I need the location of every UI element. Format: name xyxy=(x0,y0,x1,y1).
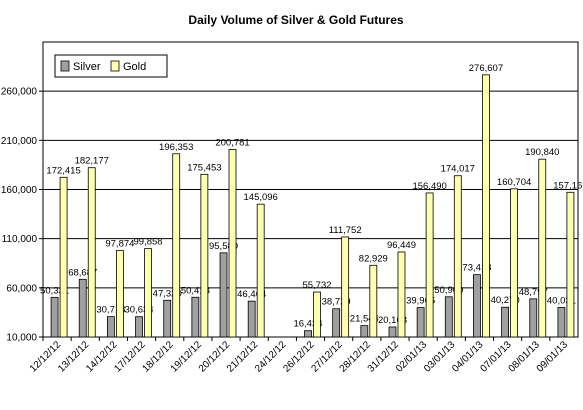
plot-area: 10,000 60,000 110,000 160,000 210,000 260,000… xyxy=(1,41,583,375)
y-tick-label: 60,000 xyxy=(6,283,37,294)
data-label-silver: 48,797 xyxy=(519,287,548,298)
bar-silver xyxy=(332,308,341,338)
data-label-gold: 175,453 xyxy=(187,162,221,173)
data-label-gold: 160,704 xyxy=(497,177,531,188)
y-tick-label: 110,000 xyxy=(2,234,38,245)
legend-swatch-gold xyxy=(110,60,120,72)
bar-gold xyxy=(256,203,265,338)
bar-silver xyxy=(135,316,143,338)
data-label-gold: 174,017 xyxy=(441,164,475,175)
data-label-silver: 50,418 xyxy=(181,285,210,296)
y-tick-label: 210,000 xyxy=(1,136,38,147)
data-label-gold: 190,840 xyxy=(525,147,559,158)
data-label-silver: 50,331 xyxy=(40,285,69,296)
data-label-gold: 196,353 xyxy=(159,142,193,153)
data-label-gold: 156,490 xyxy=(412,181,446,192)
data-label-gold: 157,167 xyxy=(553,180,583,191)
bar-silver xyxy=(304,330,312,338)
y-tick-label: 160,000 xyxy=(1,185,38,196)
data-label-gold: 172,415 xyxy=(46,165,80,176)
data-label-silver: 20,168 xyxy=(378,315,407,326)
legend-label-gold: Gold xyxy=(123,61,146,73)
chart-title: Daily Volume of Silver & Gold Futures xyxy=(188,13,403,27)
data-label-gold: 82,929 xyxy=(359,253,388,264)
data-label-gold: 145,096 xyxy=(244,192,278,203)
bar-gold xyxy=(369,264,378,338)
data-label-silver: 47,320 xyxy=(153,288,182,299)
data-label-silver: 40,031 xyxy=(547,295,576,306)
y-tick-label: 10,000 xyxy=(6,333,37,344)
bar-silver xyxy=(444,296,453,338)
data-label-gold: 96,449 xyxy=(387,240,416,251)
data-label-silver: 46,464 xyxy=(237,289,266,300)
bar-gold xyxy=(510,188,519,338)
bar-silver xyxy=(219,252,228,338)
data-label-silver: 73,418 xyxy=(462,263,491,274)
bar-silver xyxy=(247,300,256,338)
bar-gold xyxy=(538,158,547,338)
data-label-gold: 276,607 xyxy=(469,63,503,74)
bar-silver xyxy=(78,278,87,338)
bar-silver xyxy=(388,326,397,338)
bar-silver xyxy=(360,325,369,338)
data-label-silver: 21,544 xyxy=(350,314,379,325)
data-label-gold: 200,781 xyxy=(215,137,249,148)
data-label-silver: 68,687 xyxy=(68,267,97,278)
legend-swatch-silver xyxy=(60,60,70,72)
bar-silver xyxy=(501,306,510,338)
data-label-silver: 30,718 xyxy=(96,305,125,316)
data-label-silver: 40,270 xyxy=(491,295,520,306)
data-label-silver: 16,434 xyxy=(293,319,322,330)
bar-silver xyxy=(50,296,59,338)
data-label-silver: 50,900 xyxy=(434,285,463,296)
bar-gold xyxy=(482,74,490,338)
bar-silver xyxy=(473,274,481,338)
bar-silver xyxy=(416,307,425,338)
bar-silver xyxy=(106,316,115,338)
bar-gold xyxy=(453,175,462,338)
bar-silver xyxy=(557,307,566,338)
bar-gold xyxy=(313,291,321,338)
data-label-silver: 38,729 xyxy=(322,297,351,308)
bar-gold xyxy=(341,236,350,338)
data-label-gold: 111,752 xyxy=(329,225,362,236)
bar-gold xyxy=(87,167,96,338)
bar-gold xyxy=(59,176,68,338)
x-tick-label: 09/01/13 xyxy=(535,339,571,375)
data-label-gold: 55,732 xyxy=(302,280,331,291)
bar-silver xyxy=(529,298,538,338)
data-label-silver: 39,905 xyxy=(406,296,435,307)
data-label-gold: 97,874 xyxy=(105,239,134,250)
bar-gold xyxy=(200,173,209,338)
data-label-gold: 99,858 xyxy=(134,237,163,248)
bar-gold xyxy=(228,148,237,338)
data-label-silver: 95,580 xyxy=(209,241,238,252)
bar-silver xyxy=(191,296,200,338)
bar-gold xyxy=(144,248,152,338)
data-label-gold: 182,177 xyxy=(75,156,109,167)
legend: Silver Gold xyxy=(54,54,168,78)
bar-gold xyxy=(115,250,124,338)
data-label-silver: 30,634 xyxy=(125,305,154,316)
bar-gold xyxy=(397,251,406,338)
bar-silver xyxy=(163,299,172,338)
bar-gold xyxy=(566,191,575,338)
bar-gold xyxy=(172,153,181,338)
y-tick-label: 260,000 xyxy=(1,87,38,98)
legend-label-silver: Silver xyxy=(73,61,101,73)
bar-gold xyxy=(425,192,434,338)
